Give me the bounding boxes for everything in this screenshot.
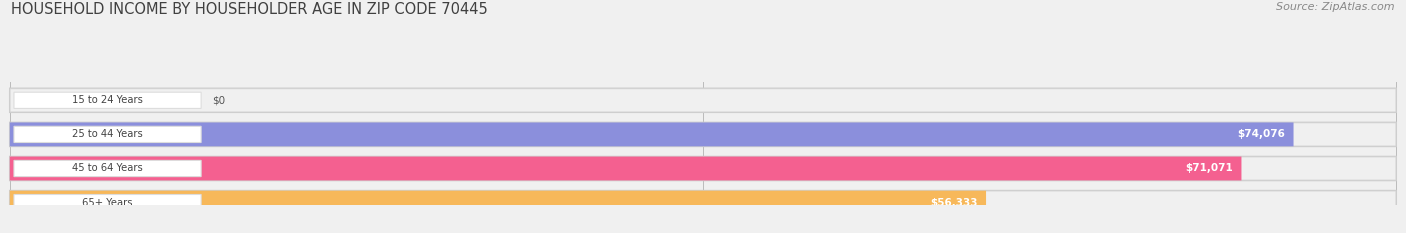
FancyBboxPatch shape [14,195,201,211]
FancyBboxPatch shape [10,123,1396,146]
FancyBboxPatch shape [10,157,1241,180]
FancyBboxPatch shape [14,160,201,177]
Text: $0: $0 [212,95,225,105]
FancyBboxPatch shape [10,157,1396,180]
Text: 65+ Years: 65+ Years [83,198,132,208]
FancyBboxPatch shape [10,191,986,215]
FancyBboxPatch shape [10,191,1396,215]
Text: Source: ZipAtlas.com: Source: ZipAtlas.com [1277,2,1395,12]
FancyBboxPatch shape [10,88,1396,112]
FancyBboxPatch shape [14,92,201,108]
Text: 45 to 64 Years: 45 to 64 Years [72,164,143,174]
FancyBboxPatch shape [10,191,1396,215]
FancyBboxPatch shape [10,123,1396,146]
Text: $56,333: $56,333 [931,198,977,208]
FancyBboxPatch shape [10,88,1396,112]
Text: HOUSEHOLD INCOME BY HOUSEHOLDER AGE IN ZIP CODE 70445: HOUSEHOLD INCOME BY HOUSEHOLDER AGE IN Z… [11,2,488,17]
FancyBboxPatch shape [10,157,1396,180]
Text: $74,076: $74,076 [1237,129,1285,139]
FancyBboxPatch shape [14,126,201,143]
FancyBboxPatch shape [10,123,1294,146]
Text: 15 to 24 Years: 15 to 24 Years [72,95,143,105]
Text: $71,071: $71,071 [1185,164,1233,174]
Text: 25 to 44 Years: 25 to 44 Years [72,129,143,139]
